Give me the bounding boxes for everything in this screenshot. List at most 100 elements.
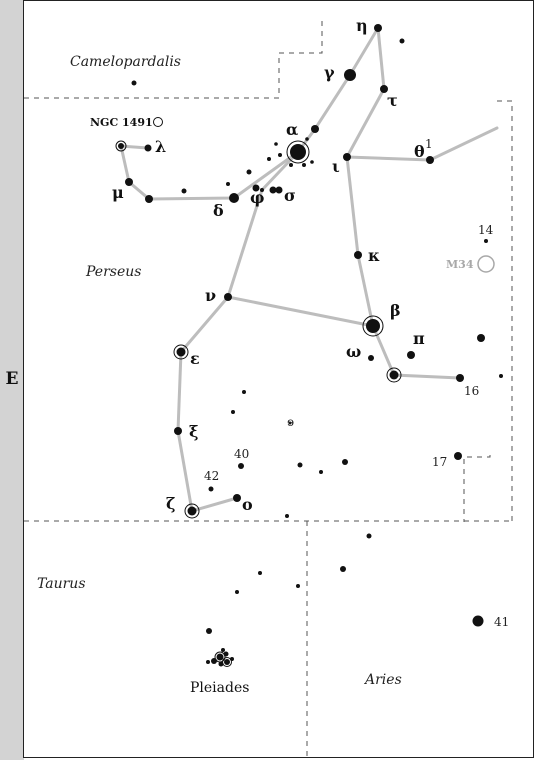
star-east-edge [499, 374, 503, 378]
star-omega [368, 355, 374, 361]
pleiades-star-8 [230, 657, 234, 661]
star-rho-ring [386, 367, 402, 383]
star-theta [426, 156, 434, 164]
label-eta: η [356, 16, 368, 35]
star-omicron [233, 494, 241, 502]
stars [115, 24, 503, 634]
pleiades-star-1 [211, 658, 217, 664]
constellation-boundaries [24, 18, 513, 758]
label-delta: δ [213, 201, 224, 220]
star-beta-ring [362, 315, 384, 337]
star-faint-10 [305, 137, 309, 141]
star-zeta-ring [184, 503, 200, 519]
label-alpha: α [286, 120, 298, 139]
label-sigma: σ [284, 186, 296, 205]
star-psi [260, 188, 264, 192]
star-17 [454, 452, 462, 460]
pleiades-star-7 [206, 660, 210, 664]
label-mu: μ [112, 183, 124, 202]
label-tau: τ [387, 91, 398, 110]
label-omicron: ο [242, 495, 253, 514]
star-beta [366, 319, 380, 333]
label-lambda: λ [155, 137, 166, 156]
star-faint-18 [366, 533, 372, 539]
star-faint-9 [310, 160, 314, 164]
star-faint-13 [288, 421, 292, 425]
ngc1491-symbol [153, 117, 163, 127]
perseus-figure-lines [119, 23, 499, 513]
constellation-taurus: Taurus [37, 576, 86, 592]
star-faint-8 [302, 163, 306, 167]
label-gamma: γ [324, 63, 335, 82]
label-star-17: 17 [432, 455, 447, 469]
star-faint-1 [181, 188, 187, 194]
star-phi [252, 184, 260, 192]
label-pi: π [413, 329, 425, 348]
east-direction-label: E [5, 369, 19, 389]
constellation-aries: Aries [363, 672, 402, 688]
boundary-aries-step [463, 455, 491, 522]
pleiades-star-6 [221, 648, 225, 652]
label-theta-superscript: 1 [425, 137, 433, 151]
star-lambda-hook-ring [115, 140, 127, 152]
star-faint-3 [246, 169, 252, 175]
figure-line-alpha-tau [296, 23, 386, 159]
figure-line-nu-beta [226, 295, 375, 328]
star-faint-6 [274, 142, 278, 146]
star-faint-17 [285, 514, 289, 518]
star-faint-14 [297, 462, 303, 468]
star-lambda-hook [118, 143, 124, 149]
star-eta [374, 24, 382, 32]
label-ngc1491: NGC 1491 [90, 116, 153, 129]
star-rho [389, 370, 399, 380]
figure-line-iota-beta [345, 155, 462, 380]
star-14 [484, 239, 488, 243]
boundary-camelopardalis [24, 18, 323, 99]
boundary-east-aries [497, 100, 513, 522]
star-eta-neighbor [399, 38, 405, 44]
star-faint-16 [342, 459, 348, 465]
star-mu [125, 178, 133, 186]
star-faint-12 [231, 410, 235, 414]
pleiades-star-3 [223, 651, 229, 657]
star-epsilon-ring [173, 344, 189, 360]
label-star-14: 14 [478, 223, 494, 237]
star-pi [407, 351, 415, 359]
label-m34: M34 [446, 258, 474, 271]
star-tau [380, 85, 388, 93]
star-camelopardalis [131, 80, 137, 86]
label-kappa: κ [368, 246, 380, 265]
label-omega: ω [346, 342, 361, 361]
nebula-symbol: ɘ [287, 415, 294, 429]
star-iota [343, 153, 351, 161]
star-sigma [269, 186, 277, 194]
star-gamma [344, 69, 356, 81]
star-faint-11 [242, 390, 246, 394]
star-mu-end [145, 195, 153, 203]
star-lambda [144, 144, 152, 152]
star-nu [224, 293, 232, 301]
label-pleiades: Pleiades [190, 680, 249, 696]
label-iota: ι [332, 157, 340, 176]
label-star-40: 40 [234, 447, 249, 461]
star-east-upper [477, 334, 485, 342]
label-star-42: 42 [204, 469, 219, 483]
label-zeta: ζ [166, 494, 175, 513]
label-star-41: 41 [494, 615, 509, 629]
constellation-camelopardalis: Camelopardalis [70, 54, 181, 70]
star-epsilon [176, 347, 186, 357]
star-delta [229, 193, 239, 203]
star-41 [472, 615, 484, 627]
pleiades-star-5 [218, 661, 224, 667]
star-faint-15 [319, 470, 323, 474]
label-phi: φ [250, 188, 264, 207]
star-40 [238, 463, 244, 469]
star-faint-7 [289, 163, 293, 167]
constellation-perseus: Perseus [85, 264, 141, 280]
star-faint-21 [235, 590, 239, 594]
star-faint-2 [226, 182, 230, 186]
star-zeta [187, 506, 197, 516]
label-xi: ξ [189, 422, 198, 441]
star-faint-4 [267, 157, 271, 161]
